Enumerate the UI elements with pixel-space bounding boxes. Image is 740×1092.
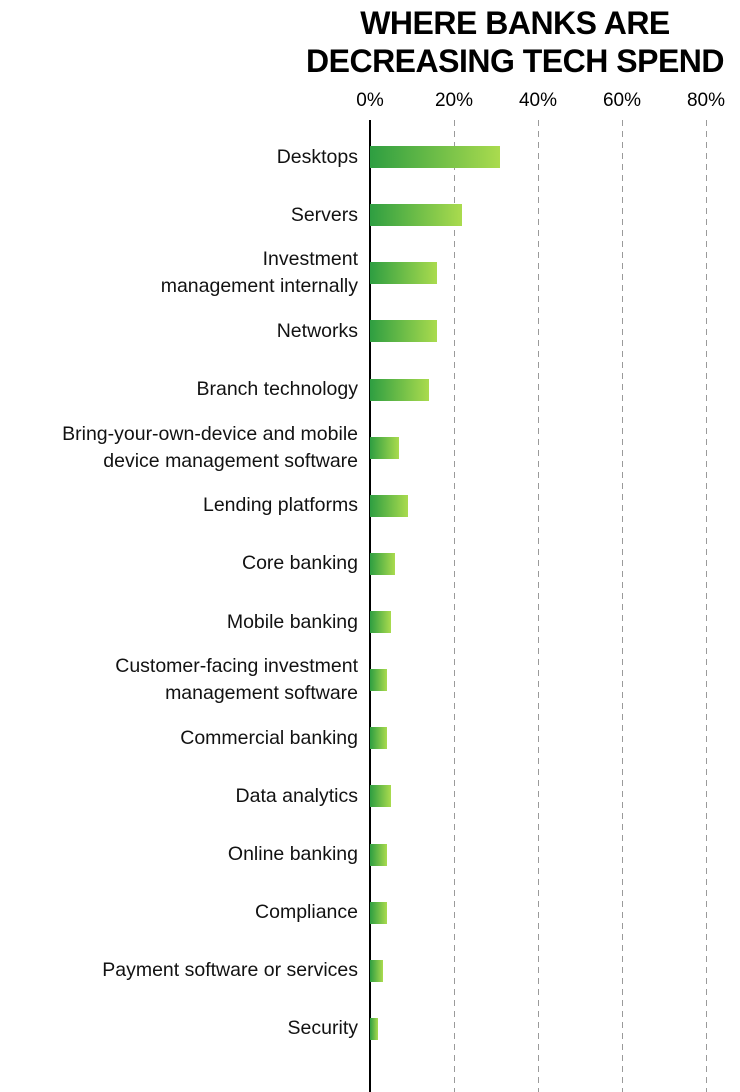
plot-area [369, 120, 740, 1092]
bar [370, 320, 438, 343]
bar [370, 843, 387, 866]
bar-row: Lending platforms [0, 477, 740, 535]
vertical-gridline [454, 120, 455, 1092]
category-label: Online banking [227, 843, 358, 866]
bar [370, 494, 408, 517]
category-label: Data analytics [235, 784, 358, 807]
category-label: Servers [290, 203, 358, 226]
bar-row: Commercial banking [0, 709, 740, 767]
bar-row: Networks [0, 302, 740, 360]
bar [370, 436, 400, 459]
category-label: Networks [276, 319, 358, 342]
x-axis-tick-labels: 0% 20% 40% 60% 80% [0, 90, 740, 116]
bar [370, 727, 387, 750]
category-label: Lending platforms [202, 494, 358, 517]
bar-row: Payment software or services [0, 942, 740, 1000]
bar [370, 901, 387, 924]
x-tick-label: 20% [434, 90, 474, 111]
category-label: Core banking [242, 552, 358, 575]
vertical-gridline [622, 120, 623, 1092]
x-tick-label: 60% [602, 90, 642, 111]
category-label: Customer-facing investment management so… [115, 655, 358, 705]
bar-row: Branch technology [0, 361, 740, 419]
x-tick-label: 80% [686, 90, 726, 111]
bar [370, 959, 383, 982]
bar-row: Core banking [0, 535, 740, 593]
bar-row: Security [0, 1000, 740, 1058]
bar-row: Desktops [0, 128, 740, 186]
category-label: Mobile banking [226, 610, 358, 633]
category-label: Payment software or services [102, 959, 358, 982]
category-label: Branch technology [196, 378, 358, 401]
bar [370, 204, 463, 227]
category-label: Commercial banking [180, 726, 358, 749]
category-label: Security [287, 1017, 358, 1040]
category-label: Desktops [276, 145, 358, 168]
bar-row: Mobile banking [0, 593, 740, 651]
x-tick-label: 40% [518, 90, 558, 111]
bar [370, 552, 396, 575]
chart-title-line-1: WHERE BANKS ARE [360, 5, 670, 41]
chart-title: WHERE BANKS ARE DECREASING TECH SPEND [300, 4, 730, 80]
bar-row: Data analytics [0, 767, 740, 825]
bar [370, 669, 387, 692]
x-tick-label: 0% [356, 90, 384, 111]
chart-title-line-2: DECREASING TECH SPEND [306, 43, 725, 79]
bar-row: Online banking [0, 826, 740, 884]
bar-row: Compliance [0, 884, 740, 942]
bar [370, 1017, 379, 1040]
y-axis-line [369, 120, 371, 1092]
bar-row: Bring-your-own-device and mobile device … [0, 419, 740, 477]
category-label: Bring-your-own-device and mobile device … [62, 422, 358, 472]
category-label: Investment management internally [160, 248, 358, 298]
bar [370, 262, 438, 285]
bar-rows: Desktops Servers Investment management int… [0, 128, 740, 1058]
vertical-gridline [706, 120, 707, 1092]
vertical-gridline [538, 120, 539, 1092]
bar [370, 378, 429, 401]
bar [370, 611, 391, 634]
bar [370, 785, 391, 808]
bar [370, 146, 501, 169]
category-label: Compliance [255, 901, 358, 924]
bar-row: Servers [0, 186, 740, 244]
bar-row: Customer-facing investment management so… [0, 651, 740, 709]
bar-row: Investment management internally [0, 244, 740, 302]
